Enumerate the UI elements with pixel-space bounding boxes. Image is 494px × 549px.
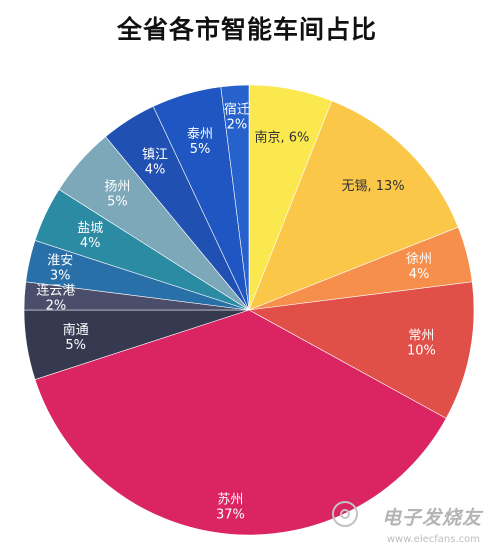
pie-slice-3: [248, 281, 475, 419]
pie-labels: 南京, 6%无锡, 13%徐州 4%常州 10%苏州 37%南通 5%连云港 2%淮安 3%…: [36, 101, 435, 522]
pie-slices: [23, 84, 475, 536]
pie-slice-label-5: 南通 5%: [63, 322, 89, 353]
pie-slice-label-line: 2%: [46, 298, 67, 313]
watermark: 电子发烧友 www.elecfans.com: [332, 501, 482, 545]
pie-slice-label-line: 镇江: [142, 147, 168, 162]
pie-slice-label-line: 10%: [407, 343, 436, 358]
pie-slice-label-line: 徐州: [406, 252, 432, 267]
pie-slice-label-10: 镇江 4%: [142, 147, 168, 177]
pie-slice-label-6: 连云港 2%: [36, 282, 75, 313]
watermark-text: 电子发烧友: [381, 507, 482, 529]
pie-slice-label-line: 泰州: [187, 127, 213, 142]
chart-title: 全省各市智能车间占比: [116, 15, 377, 44]
pie-slice-label-0: 南京, 6%: [254, 130, 309, 146]
pie-slice-label-line: 扬州: [104, 179, 130, 194]
pie-slice-label-3: 常州 10%: [407, 328, 436, 358]
pie-slice-label-8: 盐城 4%: [77, 221, 103, 251]
pie-slice-label-line: 37%: [216, 508, 245, 523]
pie-slice-label-line: 2%: [227, 117, 248, 132]
pie-slice-label-1: 无锡, 13%: [342, 179, 405, 194]
watermark-url: www.elecfans.com: [386, 534, 480, 545]
pie-slice-label-line: 宿迁: [224, 101, 250, 117]
pie-slice-label-line: 4%: [80, 236, 101, 251]
pie-slice-label-line: 4%: [145, 162, 166, 177]
pie-slice-label-line: 4%: [409, 267, 430, 282]
pie-slice-label-4: 苏州 37%: [216, 492, 245, 523]
pie-slice-label-line: 5%: [107, 194, 128, 209]
pie-slice-label-line: 盐城: [77, 221, 103, 236]
pie-slice-12: [220, 84, 250, 311]
pie-slice-label-line: 连云港: [36, 282, 75, 298]
pie-slice-1: [248, 100, 459, 311]
pie-slice-label-line: 5%: [190, 142, 211, 157]
pie-slice-label-line: 5%: [65, 338, 86, 353]
pie-slice-label-12: 宿迁 2%: [224, 101, 250, 132]
pie-slice-label-line: 3%: [50, 268, 71, 283]
pie-slice-label-line: 南通: [63, 322, 89, 338]
pie-slice-4: [34, 309, 447, 536]
pie-slice-label-7: 淮安 3%: [47, 253, 73, 283]
pie-slice-label-line: 无锡, 13%: [342, 179, 405, 194]
pie-slice-label-line: 苏州: [217, 492, 243, 508]
pie-slice-label-line: 常州: [408, 328, 434, 343]
watermark-logo-icon: [332, 501, 358, 527]
pie-slice-label-9: 扬州 5%: [104, 179, 130, 209]
pie-slice-label-line: 淮安: [47, 253, 73, 268]
pie-slice-label-line: 南京, 6%: [254, 130, 309, 146]
pie-slice-label-11: 泰州 5%: [187, 127, 213, 157]
pie-slice-label-2: 徐州 4%: [406, 252, 432, 282]
